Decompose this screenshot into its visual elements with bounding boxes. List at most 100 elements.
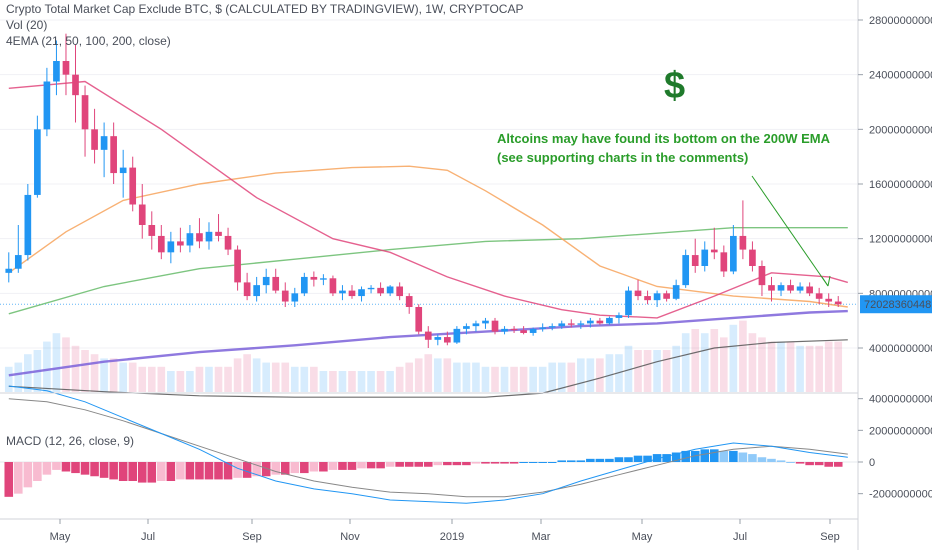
candle-body	[205, 231, 213, 242]
ema50-line	[8, 165, 848, 308]
candle-body	[644, 296, 651, 301]
candle-body	[472, 323, 480, 327]
macd-histogram-bar	[366, 462, 376, 469]
macd-histogram-bar	[786, 462, 795, 463]
macd-histogram-bar	[767, 458, 776, 462]
annotation-arrow	[751, 175, 829, 287]
candle-body	[796, 286, 804, 291]
macd-histogram-bar	[261, 462, 271, 477]
ema200-line	[8, 309, 848, 377]
macd-histogram-bar	[33, 462, 42, 481]
candle-body	[272, 276, 280, 291]
candle-body	[415, 307, 423, 332]
volume-bar	[786, 341, 795, 392]
candle-body	[701, 249, 709, 266]
annotation-arrow-head	[821, 275, 831, 287]
macd-histogram-bar	[729, 450, 738, 462]
volume-bar	[519, 366, 528, 392]
candle-body	[320, 278, 327, 280]
ema100-line	[8, 227, 848, 315]
macd-histogram-bar	[805, 462, 814, 466]
macd-histogram-bar	[605, 458, 614, 462]
candle-body	[625, 290, 632, 316]
volume-bar	[529, 366, 537, 392]
candle-body	[138, 204, 146, 225]
candle-body	[177, 241, 184, 246]
candle-body	[329, 278, 337, 294]
annotation-group: $ Altcoins may have found its bottom on …	[497, 65, 831, 287]
candle-body	[739, 235, 747, 250]
candle-body	[434, 337, 442, 340]
macd-tick-label: 20000000000	[869, 425, 932, 437]
macd-histogram-bar	[538, 462, 547, 463]
macd-histogram-bar	[71, 462, 80, 474]
volume-bar	[586, 358, 595, 392]
volume-bar	[14, 362, 23, 392]
price-tick-label: 120000000000	[869, 234, 932, 246]
volume-bar	[43, 341, 51, 392]
candle-body	[653, 293, 661, 301]
candle-body	[81, 95, 89, 130]
candle-body	[405, 296, 413, 307]
candle-body	[825, 298, 833, 302]
macd-histogram-bar	[166, 462, 176, 481]
current-price-label: 72028360448	[864, 299, 931, 311]
macd-histogram-bar	[338, 462, 347, 470]
candle-body	[520, 330, 527, 333]
price-tick-label: 40000000000	[869, 343, 932, 355]
macd-histogram-bar	[690, 450, 700, 462]
volume-bar	[100, 358, 108, 392]
candle-body	[186, 233, 194, 246]
macd-histogram-bar	[700, 449, 710, 462]
candle-body	[720, 252, 728, 272]
vol-legend: Vol (20)	[6, 18, 48, 32]
candle-body	[157, 235, 165, 253]
macd-pane	[0, 385, 858, 504]
macd-histogram-bar	[395, 462, 404, 467]
macd-histogram-bar	[347, 462, 357, 470]
time-tick-label: Jul	[733, 531, 747, 543]
volume-bar	[195, 366, 204, 392]
volume-bar	[376, 371, 385, 392]
candle-body	[815, 293, 823, 299]
volume-bar	[224, 366, 232, 392]
macd-histogram-bar	[443, 462, 452, 466]
candle-body	[377, 287, 384, 294]
volume-bar	[443, 358, 452, 392]
macd-histogram-bar	[280, 462, 290, 475]
macd-histogram-bar	[776, 460, 786, 462]
candle-body	[72, 74, 79, 96]
macd-histogram-bar	[595, 458, 605, 462]
candle-body	[62, 61, 70, 75]
volume-bar	[90, 354, 99, 392]
macd-histogram-bar	[757, 457, 767, 462]
candle-body	[43, 81, 51, 130]
candle-body	[291, 293, 299, 302]
volume-bar	[672, 345, 680, 392]
volume-bar	[481, 366, 490, 392]
candle-body	[5, 268, 13, 273]
macd-histogram-bar	[738, 452, 748, 462]
volume-bar	[548, 362, 557, 392]
volume-bar	[414, 358, 423, 392]
dollar-sign: $	[664, 65, 685, 107]
candle-body	[367, 287, 375, 290]
candle-body	[482, 320, 489, 324]
macd-histogram-bar	[109, 462, 118, 480]
volume-bar	[205, 366, 213, 392]
macd-histogram-bar	[252, 462, 261, 477]
macd-histogram-bar	[176, 462, 185, 480]
macd-histogram-bar	[404, 462, 414, 467]
macd-histogram-bar	[795, 462, 805, 464]
volume-bar	[252, 358, 261, 392]
volume-bar	[405, 362, 414, 392]
annotation-line-1: Altcoins may have found its bottom on th…	[497, 131, 831, 146]
candle-body	[567, 323, 575, 325]
volume-bar	[834, 341, 843, 392]
candle-body	[606, 317, 613, 324]
candle-body	[148, 225, 156, 236]
macd-histogram-bar	[471, 462, 481, 464]
sma-line	[8, 339, 848, 398]
